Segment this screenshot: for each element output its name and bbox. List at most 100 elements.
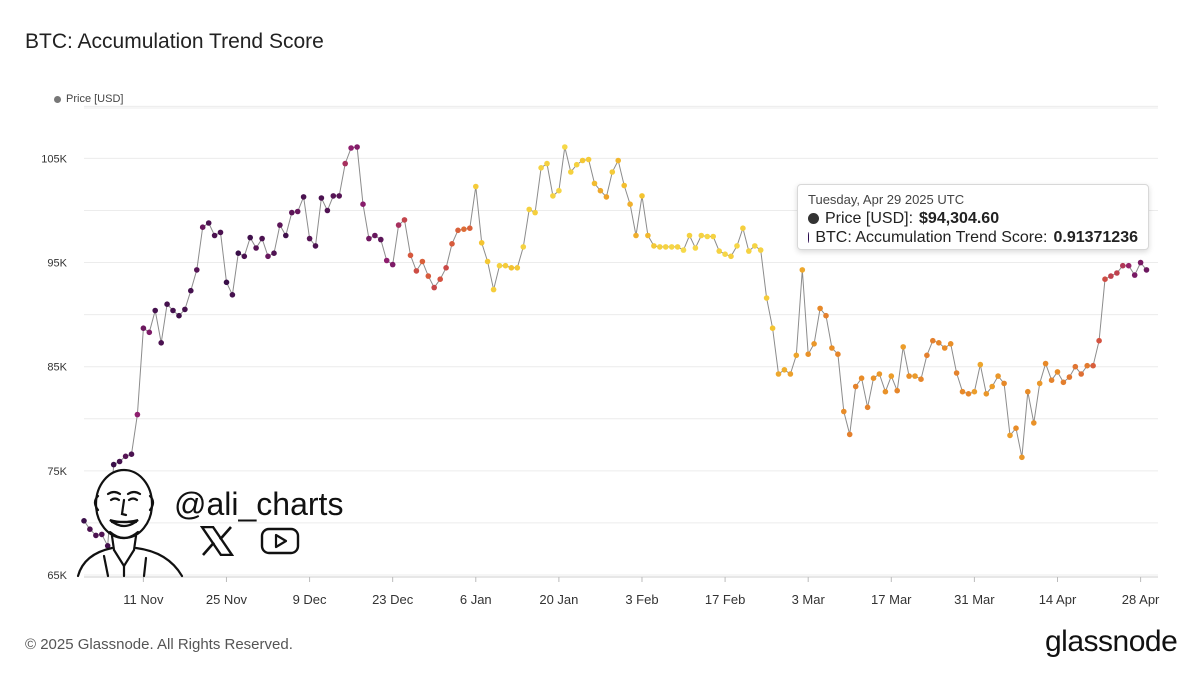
x-tick-label: 3 Mar: [792, 592, 826, 607]
price-point: [478, 240, 485, 246]
price-point: [241, 253, 248, 260]
price-point: [1013, 425, 1019, 432]
price-point: [496, 262, 503, 269]
price-point: [722, 251, 728, 257]
price-point: [1137, 259, 1144, 266]
price-point: [235, 250, 242, 256]
price-point: [300, 194, 307, 200]
x-tick-label: 11 Nov: [123, 592, 164, 607]
price-point: [562, 144, 568, 150]
price-point: [294, 208, 301, 215]
y-tick-label: 105K: [41, 153, 67, 165]
price-point: [668, 244, 675, 250]
price-point: [769, 325, 776, 332]
price-point: [419, 258, 426, 265]
brand-logo: glassnode: [1045, 625, 1178, 658]
x-tick-label: 3 Feb: [625, 592, 658, 607]
price-point: [1108, 273, 1114, 279]
price-point: [763, 295, 770, 301]
price-point: [692, 245, 699, 251]
price-point: [918, 376, 924, 383]
price-point: [1084, 362, 1090, 369]
price-point: [194, 267, 200, 273]
price-point: [538, 165, 544, 171]
tooltip-score-row: BTC: Accumulation Trend Score: 0.9137123…: [808, 228, 1138, 247]
youtube-icon[interactable]: [260, 526, 300, 556]
x-tick-labels: 11 Nov 25 Nov 9 Dec 23 Dec 6 Jan 20 Jan 3 Feb 1…: [123, 577, 1160, 607]
price-point: [775, 371, 782, 377]
price-point: [1001, 380, 1007, 387]
price-point: [965, 391, 972, 397]
price-point: [1143, 267, 1150, 273]
legend[interactable]: Price [USD]: [54, 93, 123, 105]
price-point: [455, 227, 461, 234]
price-point: [1125, 262, 1132, 269]
price-point: [609, 169, 616, 175]
price-point: [354, 144, 360, 150]
price-point: [1120, 262, 1126, 269]
price-point: [710, 233, 716, 240]
price-point: [1096, 337, 1102, 344]
price-point: [1048, 377, 1055, 384]
price-points: [81, 144, 1150, 549]
price-point: [846, 431, 853, 438]
price-point: [615, 157, 621, 164]
price-point: [858, 375, 865, 382]
price-point: [888, 373, 895, 379]
price-point: [579, 157, 586, 164]
price-point: [870, 375, 877, 382]
price-point: [473, 183, 479, 190]
price-point: [128, 451, 135, 458]
price-point: [740, 225, 746, 231]
price-point: [989, 383, 995, 390]
price-point: [556, 187, 562, 194]
y-tick-label: 85K: [47, 362, 67, 374]
price-point: [1036, 380, 1043, 387]
price-point: [1019, 454, 1025, 461]
price-point: [526, 206, 532, 213]
price-point: [627, 201, 633, 207]
price-point: [395, 222, 402, 228]
price-point: [217, 229, 224, 236]
price-point: [852, 383, 859, 390]
y-tick-label: 65K: [47, 570, 67, 582]
price-point: [924, 352, 930, 359]
price-point: [437, 276, 444, 283]
price-point: [1090, 362, 1096, 369]
price-point: [864, 404, 871, 411]
price-point: [995, 373, 1001, 379]
price-point: [170, 307, 176, 314]
tooltip-score-label: BTC: Accumulation Trend Score:: [815, 229, 1048, 246]
price-point: [698, 232, 705, 239]
price-point: [87, 526, 93, 532]
price-point: [805, 351, 811, 358]
x-logo-icon[interactable]: [200, 526, 234, 556]
price-point: [158, 340, 164, 346]
watermark-handle: @ali_charts: [174, 486, 344, 522]
price-point: [467, 225, 473, 231]
y-tick-labels: 65K 75K 85K 95K 105K: [41, 153, 67, 582]
price-point: [289, 209, 295, 216]
legend-label: Price [USD]: [66, 93, 124, 105]
price-point: [573, 161, 580, 168]
price-point: [716, 248, 722, 254]
price-point: [508, 265, 515, 271]
price-point: [1072, 363, 1079, 370]
x-tick-label: 28 Apr: [1122, 592, 1160, 607]
price-point: [283, 232, 289, 239]
price-point: [520, 244, 527, 250]
social-icons: [200, 526, 300, 556]
x-tick-label: 20 Jan: [539, 592, 578, 607]
price-point: [116, 458, 123, 465]
price-point: [591, 180, 598, 187]
price-point: [568, 169, 574, 175]
price-point: [1066, 374, 1073, 380]
price-point: [152, 307, 158, 314]
price-point: [514, 265, 521, 271]
price-point: [431, 284, 438, 291]
price-point: [728, 253, 734, 260]
price-point: [900, 344, 906, 350]
price-point: [835, 351, 841, 358]
price-point: [413, 268, 420, 274]
